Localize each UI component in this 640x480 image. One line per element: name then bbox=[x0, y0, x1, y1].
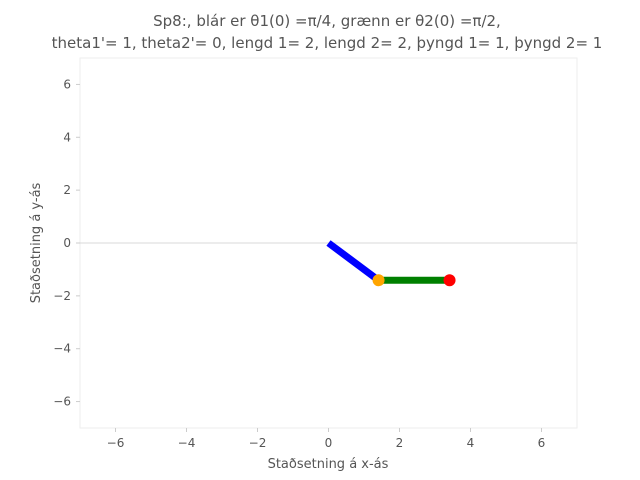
x-tick-label: −2 bbox=[249, 436, 267, 450]
y-tick-label: 4 bbox=[63, 130, 71, 144]
y-axis-ticks: −6 −4 −2 0 2 4 6 bbox=[53, 77, 80, 409]
mass-1-marker bbox=[372, 274, 385, 287]
y-tick-label: 6 bbox=[63, 77, 71, 91]
rod-1-line bbox=[326, 240, 381, 284]
mass-2-marker bbox=[443, 274, 456, 287]
x-tick-label: 4 bbox=[467, 436, 475, 450]
pendulum-masses bbox=[372, 274, 456, 287]
chart-title-line-2: theta1'= 1, theta2'= 0, lengd 1= 2, leng… bbox=[52, 34, 603, 52]
x-axis-ticks: −6 −4 −2 0 2 4 6 bbox=[107, 428, 546, 450]
y-tick-label: −2 bbox=[53, 289, 71, 303]
y-axis-label: Staðsetning á y-ás bbox=[29, 182, 44, 303]
x-tick-label: 2 bbox=[396, 436, 404, 450]
x-tick-label: 0 bbox=[325, 436, 333, 450]
pendulum-rods bbox=[326, 240, 450, 284]
y-tick-label: −4 bbox=[53, 342, 71, 356]
x-tick-label: −6 bbox=[107, 436, 125, 450]
y-tick-label: −6 bbox=[53, 395, 71, 409]
y-tick-label: 0 bbox=[63, 236, 71, 250]
x-tick-label: −4 bbox=[178, 436, 196, 450]
chart-title-line-1: Sp8:, blár er θ1(0) =π/4, grænn er θ2(0)… bbox=[153, 12, 501, 30]
x-axis-label: Staðsetning á x-ás bbox=[268, 457, 389, 472]
x-tick-label: 6 bbox=[538, 436, 546, 450]
y-tick-label: 2 bbox=[63, 183, 71, 197]
